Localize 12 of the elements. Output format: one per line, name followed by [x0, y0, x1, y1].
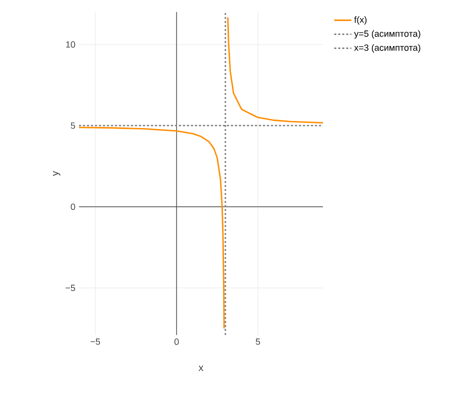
legend-label: x=3 (асимптота) — [354, 44, 420, 53]
x-tick-label: 5 — [256, 338, 260, 345]
y-tick-label: 10 — [66, 41, 76, 48]
y-tick-label: −5 — [66, 284, 76, 292]
x-tick-label: −5 — [90, 338, 100, 345]
x-tick-label: 0 — [174, 338, 179, 345]
y-tick-label: 0 — [70, 204, 76, 210]
y-tick-label: 5 — [70, 122, 76, 129]
legend-label: f(x) — [354, 16, 367, 25]
x-axis-title: x — [198, 366, 204, 372]
y-axis-title: y — [52, 171, 60, 176]
legend-label: y=5 (асимптота) — [354, 30, 420, 39]
